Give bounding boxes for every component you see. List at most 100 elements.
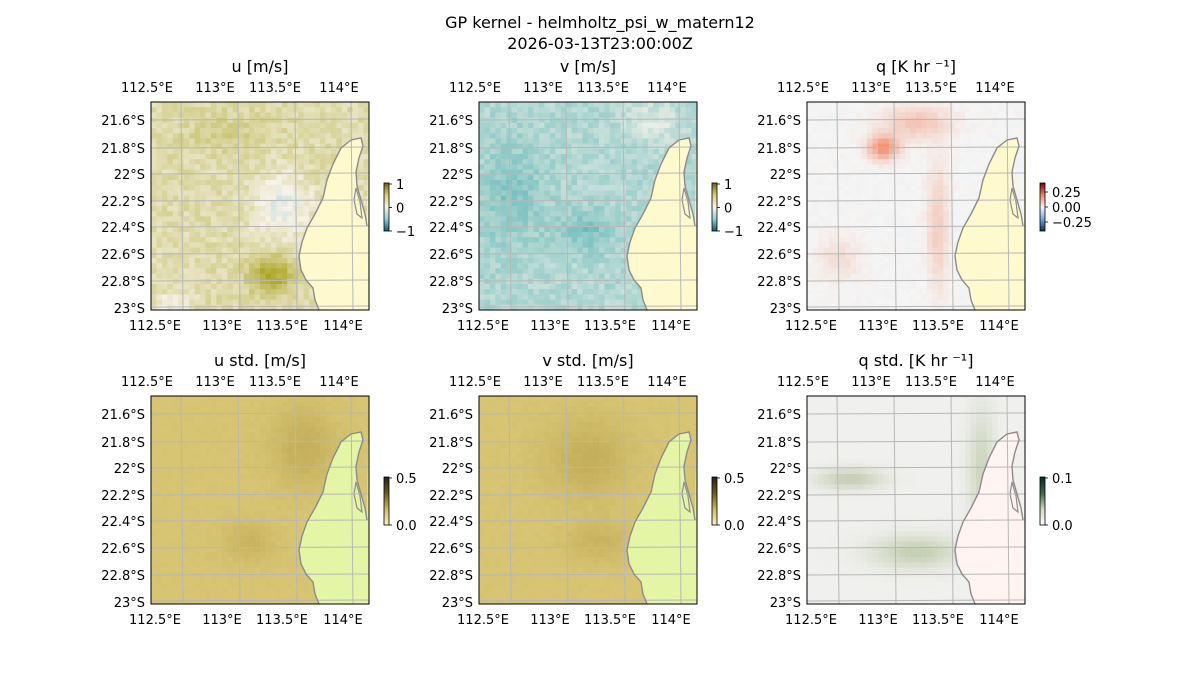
heatmap-cell	[582, 185, 589, 191]
heatmap-cell	[899, 242, 906, 248]
heatmap-cell	[161, 258, 168, 264]
heatmap-cell	[642, 154, 649, 160]
heatmap-cell	[894, 216, 901, 222]
heatmap-cell	[479, 102, 485, 108]
heatmap-cell	[189, 200, 196, 207]
heatmap-cell	[691, 107, 697, 113]
heatmap-cell	[959, 180, 966, 186]
heatmap-cell	[845, 112, 851, 118]
heatmap-cell	[205, 128, 212, 134]
heatmap-cell	[637, 180, 643, 186]
heatmap-cell	[238, 258, 245, 264]
heatmap-cell	[872, 200, 879, 207]
heatmap-cell	[598, 143, 605, 150]
heatmap-cell	[506, 247, 513, 254]
heatmap-cell	[216, 128, 223, 134]
heatmap-cell	[232, 128, 239, 134]
heatmap-cell	[571, 294, 578, 300]
heatmap-cell	[872, 268, 879, 274]
heatmap-cell	[839, 289, 846, 295]
heatmap-cell	[151, 593, 157, 600]
heatmap-cell	[156, 263, 163, 269]
heatmap-cell	[522, 273, 529, 280]
heatmap-cell	[167, 284, 174, 290]
heatmap-cell	[287, 154, 294, 160]
heatmap-cell	[200, 247, 206, 254]
heatmap-cell	[582, 128, 589, 134]
heatmap-cell	[555, 304, 562, 310]
heatmap-cell	[959, 128, 966, 134]
heatmap-cell	[948, 242, 955, 248]
heatmap-cell	[172, 216, 179, 222]
heatmap-cell	[151, 284, 157, 290]
heatmap-cell	[210, 232, 217, 238]
heatmap-cell	[276, 174, 283, 181]
heatmap-cell	[937, 294, 944, 300]
heatmap-cell	[932, 143, 939, 150]
heatmap-cell	[151, 578, 157, 584]
heatmap-cell	[642, 112, 649, 118]
heatmap-cell	[626, 226, 632, 233]
heatmap-cell	[916, 154, 922, 160]
heatmap-cell	[609, 221, 616, 228]
heatmap-cell	[861, 200, 868, 207]
heatmap-cell	[992, 128, 999, 134]
heatmap-cell	[539, 221, 545, 228]
panel-grid: u [m/s]112.5°E112.5°E113°E113°E113.5°E11…	[101, 57, 1092, 628]
heatmap-cell	[489, 128, 496, 134]
heatmap-cell	[479, 211, 485, 217]
heatmap-cell	[517, 112, 523, 118]
heatmap-cell	[1008, 133, 1015, 139]
heatmap-cell	[905, 159, 911, 165]
heatmap-cell	[593, 143, 600, 150]
heatmap-cell	[604, 159, 611, 165]
heatmap-cell	[850, 159, 857, 165]
heatmap-cell	[156, 294, 163, 300]
heatmap-cell	[544, 117, 551, 124]
heatmap-cell	[992, 117, 999, 124]
heatmap-cell	[178, 299, 185, 306]
heatmap-cell	[517, 102, 523, 108]
heatmap-cell	[363, 112, 369, 118]
heatmap-cell	[905, 154, 911, 160]
heatmap-cell	[560, 263, 567, 269]
heatmap-cell	[167, 143, 174, 150]
heatmap-cell	[260, 169, 266, 176]
heatmap-cell	[303, 200, 310, 207]
heatmap-cell	[549, 211, 556, 217]
heatmap-cell	[1014, 102, 1020, 108]
heatmap-cell	[691, 148, 697, 155]
heatmap-cell	[571, 200, 578, 207]
heatmap-cell	[905, 284, 911, 290]
heatmap-cell	[626, 102, 632, 108]
heatmap-cell	[653, 159, 660, 165]
heatmap-cell	[161, 252, 168, 259]
heatmap-cell	[675, 128, 682, 134]
heatmap-cell	[577, 180, 583, 186]
lat-gridline	[151, 305, 369, 308]
heatmap-cell	[861, 237, 868, 243]
heatmap-cell	[544, 284, 551, 290]
heatmap-cell	[845, 190, 851, 196]
heatmap-cell	[823, 128, 830, 134]
heatmap-cell	[210, 273, 217, 280]
x-tick-label-bottom: 112.5°E	[785, 319, 837, 334]
heatmap-cell	[276, 263, 283, 269]
heatmap-cell	[161, 195, 168, 202]
heatmap-cell	[807, 138, 813, 144]
heatmap-cell	[872, 242, 879, 248]
heatmap-cell	[281, 159, 288, 165]
heatmap-cell	[899, 117, 906, 124]
heatmap-cell	[560, 242, 567, 248]
heatmap-cell	[948, 226, 955, 233]
heatmap-cell	[888, 206, 895, 212]
heatmap-cell	[189, 164, 196, 170]
heatmap-cell	[298, 206, 304, 212]
heatmap-cell	[926, 190, 933, 196]
heatmap-cell	[500, 284, 507, 290]
heatmap-cell	[167, 159, 174, 165]
heatmap-cell	[161, 185, 168, 191]
heatmap-cell	[807, 299, 813, 306]
heatmap-cell	[227, 289, 234, 295]
heatmap-cell	[653, 107, 660, 113]
